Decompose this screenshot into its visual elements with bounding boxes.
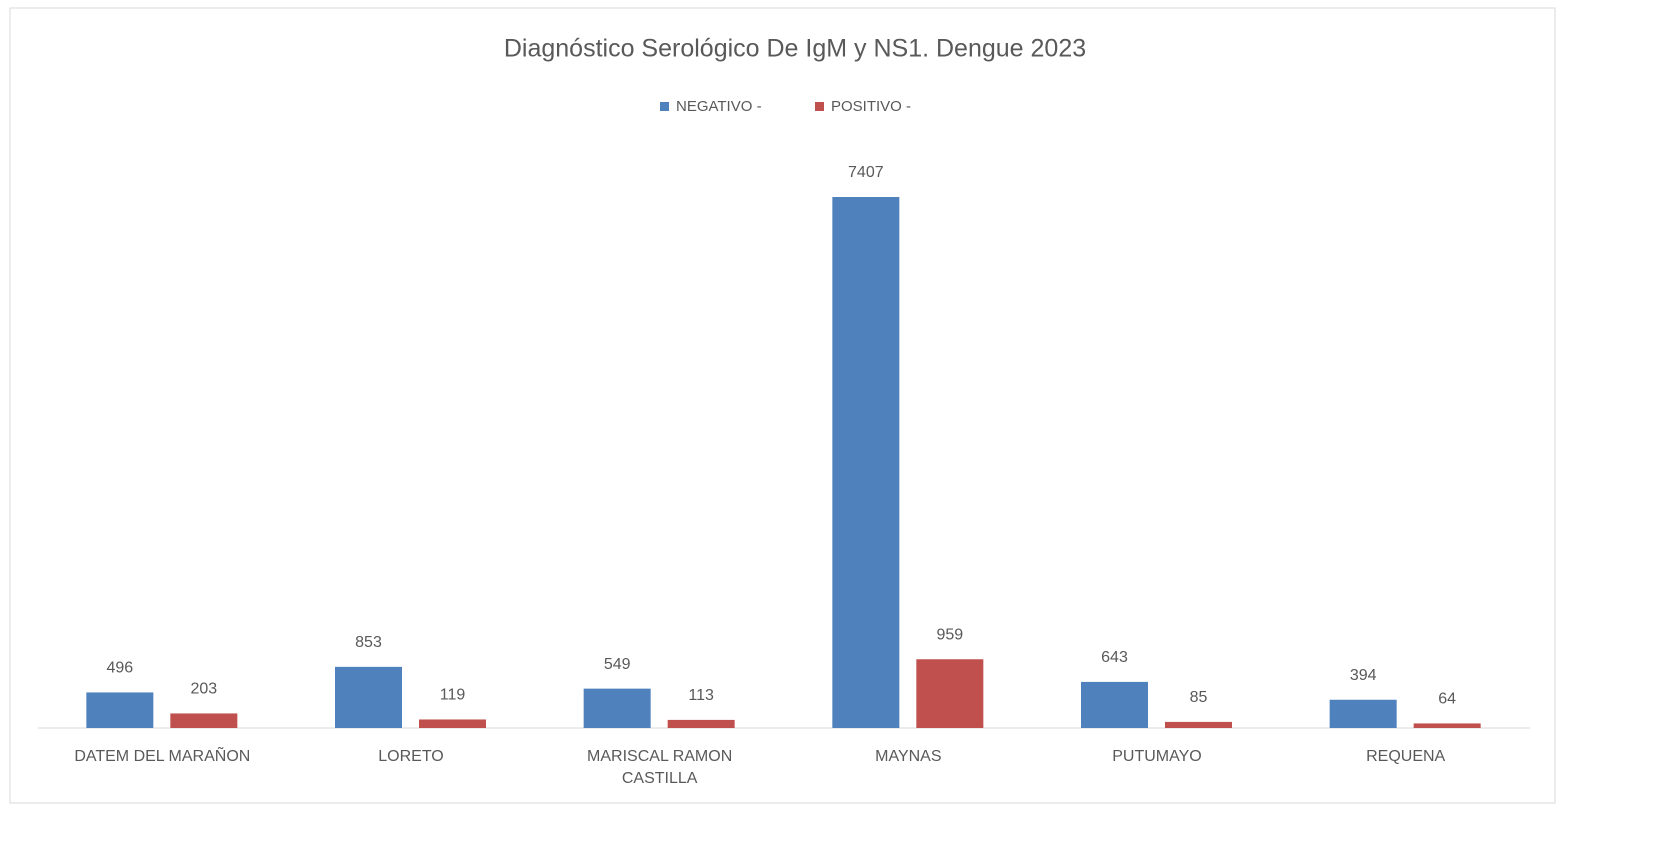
bar bbox=[335, 666, 402, 728]
bar bbox=[170, 713, 238, 728]
legend-swatch bbox=[660, 102, 669, 111]
legend-label: POSITIVO - bbox=[831, 98, 911, 115]
data-label: 496 bbox=[106, 660, 133, 677]
data-label: 853 bbox=[355, 634, 382, 651]
data-label: 959 bbox=[936, 626, 963, 643]
legend-swatch bbox=[815, 102, 824, 111]
x-tick-label: PUTUMAYO bbox=[1112, 748, 1202, 765]
bar bbox=[86, 692, 154, 728]
data-label: 85 bbox=[1190, 689, 1208, 706]
data-label: 64 bbox=[1438, 691, 1456, 708]
chart-border bbox=[9, 7, 1556, 804]
bar bbox=[916, 659, 984, 728]
data-label: 643 bbox=[1101, 649, 1128, 666]
x-tick-label: REQUENA bbox=[1366, 748, 1446, 765]
data-label: 549 bbox=[604, 656, 631, 673]
bar bbox=[1081, 681, 1148, 728]
x-tick-label: MAYNAS bbox=[875, 748, 942, 765]
x-tick-label: LORETO bbox=[378, 748, 444, 765]
x-tick-label: DATEM DEL MARAÑON bbox=[74, 748, 251, 765]
data-label: 7407 bbox=[848, 164, 884, 181]
bar bbox=[1413, 723, 1481, 728]
bar bbox=[832, 197, 900, 728]
data-label: 203 bbox=[190, 681, 217, 698]
bar bbox=[583, 688, 651, 728]
legend-label: NEGATIVO - bbox=[676, 98, 762, 115]
data-label: 394 bbox=[1350, 667, 1377, 684]
data-label: 119 bbox=[440, 687, 466, 704]
data-label: 113 bbox=[688, 687, 714, 704]
bar bbox=[1165, 721, 1232, 728]
bar bbox=[1329, 699, 1397, 728]
bar bbox=[419, 719, 486, 728]
bar bbox=[667, 719, 735, 728]
chart-title: Diagnóstico Serológico De IgM y NS1. Den… bbox=[504, 35, 1086, 63]
x-tick-label: MARISCAL RAMON CASTILLA bbox=[587, 748, 733, 787]
